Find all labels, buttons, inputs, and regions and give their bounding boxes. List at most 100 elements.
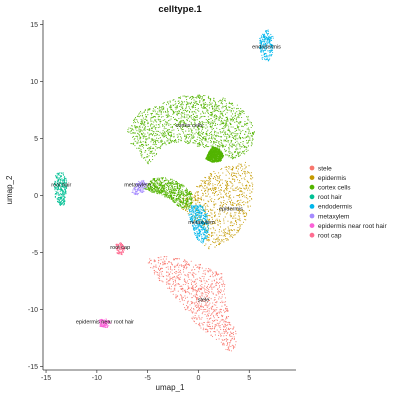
cell-point [155, 179, 157, 182]
cell-point [213, 133, 215, 135]
cell-point [237, 226, 239, 229]
cell-point [231, 229, 233, 232]
cell-point [172, 117, 175, 119]
cell-point [173, 187, 175, 189]
cell-point [199, 134, 201, 136]
cell-point [209, 173, 211, 175]
cell-point [223, 99, 225, 101]
cell-point [215, 272, 217, 274]
cell-point [154, 190, 156, 192]
cell-point [230, 327, 232, 330]
cell-point [232, 157, 234, 159]
cell-point [185, 260, 187, 262]
cell-point [181, 100, 183, 102]
cell-point [186, 190, 188, 192]
cell-point [223, 119, 225, 121]
cell-point [151, 182, 153, 184]
cell-point [221, 197, 223, 199]
cell-point [229, 214, 231, 216]
cell-point [234, 151, 236, 153]
cell-point [187, 141, 189, 143]
cell-point [227, 324, 229, 326]
cell-point [171, 264, 174, 266]
cell-point [198, 271, 200, 273]
cell-point [214, 232, 216, 234]
cell-point [235, 341, 237, 343]
cell-point [187, 308, 189, 310]
cell-point [250, 135, 252, 137]
cell-point [226, 201, 228, 203]
cell-point [177, 141, 179, 143]
cell-point [161, 106, 163, 108]
cell-point [177, 113, 179, 115]
cell-point [215, 135, 217, 137]
cell-point [216, 127, 218, 129]
cell-point [251, 182, 253, 184]
cell-point [143, 129, 145, 131]
cell-point [163, 181, 165, 183]
cell-point [169, 279, 171, 281]
cell-point [216, 319, 218, 321]
cell-point [188, 278, 190, 280]
cell-point [193, 106, 195, 109]
cell-point [248, 182, 250, 184]
cell-point [177, 183, 179, 185]
cell-point [196, 306, 198, 308]
cell-point [219, 213, 221, 215]
cell-point [237, 151, 239, 153]
cell-point [243, 212, 245, 215]
cell-point [205, 103, 207, 105]
cell-point [172, 280, 174, 283]
cell-point [226, 333, 228, 335]
cell-point [135, 121, 137, 124]
cell-point [182, 125, 184, 127]
cell-point [251, 134, 253, 136]
cell-point [244, 172, 246, 174]
cell-point [174, 191, 176, 193]
cell-point [187, 213, 189, 215]
cell-point [149, 185, 151, 187]
cell-point [243, 195, 245, 197]
cell-point [201, 137, 204, 139]
cell-point [199, 290, 201, 292]
cell-point [197, 301, 199, 303]
cell-point [227, 226, 229, 228]
cell-point [228, 233, 230, 235]
cell-point [206, 155, 208, 157]
cell-point [213, 152, 215, 154]
cell-point [247, 172, 249, 174]
cell-point [182, 284, 184, 286]
cell-point [238, 152, 240, 154]
cell-point [190, 131, 192, 133]
cell-point [155, 264, 157, 266]
cell-point [217, 220, 219, 222]
cell-point [156, 121, 158, 123]
cell-point [211, 154, 213, 156]
cell-point [229, 152, 231, 154]
cell-point [216, 208, 219, 211]
cell-point [157, 277, 159, 279]
cell-point [204, 298, 206, 300]
cell-point [180, 119, 182, 122]
cell-point [159, 137, 161, 139]
cell-point [188, 288, 190, 290]
cell-point [199, 139, 201, 142]
cell-point [55, 182, 57, 184]
cell-point [215, 338, 217, 340]
cell-point [210, 117, 212, 120]
cell-point [153, 125, 155, 127]
cell-point [218, 215, 220, 218]
cell-point [207, 331, 209, 333]
cell-point [150, 141, 152, 143]
cell-point [209, 199, 211, 201]
cell-point [169, 268, 171, 270]
cell-point [221, 103, 224, 105]
cell-point [208, 233, 210, 235]
cell-point [242, 221, 245, 223]
cell-point [215, 178, 217, 180]
cell-point [185, 262, 187, 265]
cell-point [214, 152, 216, 154]
cell-point [181, 121, 183, 123]
cell-point [158, 268, 160, 270]
cell-point [239, 209, 241, 211]
